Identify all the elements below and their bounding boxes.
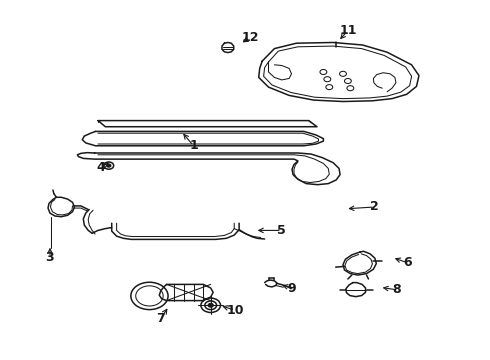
Circle shape: [208, 303, 213, 307]
Text: 3: 3: [46, 251, 54, 264]
Text: 7: 7: [156, 312, 165, 325]
Circle shape: [107, 164, 111, 167]
Text: 1: 1: [189, 139, 198, 152]
Text: 6: 6: [403, 256, 412, 269]
Text: 12: 12: [241, 31, 259, 44]
Text: 4: 4: [96, 161, 105, 174]
Text: 5: 5: [277, 224, 286, 237]
Text: 10: 10: [226, 304, 244, 317]
Text: 2: 2: [370, 201, 379, 213]
Text: 11: 11: [339, 24, 357, 37]
Text: 9: 9: [287, 282, 296, 294]
Text: 8: 8: [392, 283, 401, 296]
